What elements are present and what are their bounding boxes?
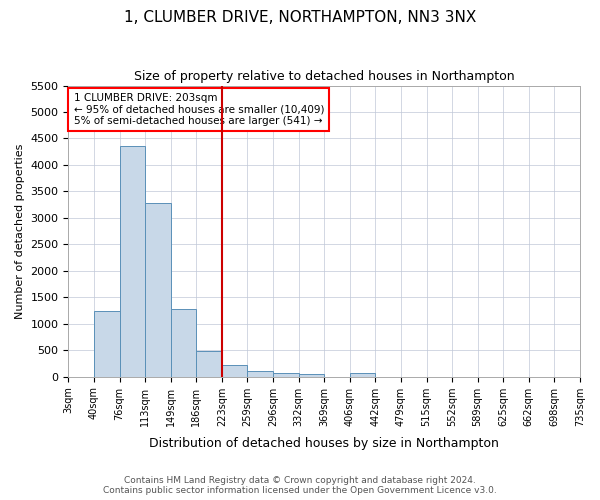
Bar [196, 352, 222, 376]
Bar [350, 373, 376, 376]
Bar [94, 310, 119, 376]
Bar [247, 372, 273, 376]
Bar [222, 365, 247, 376]
Bar [171, 309, 196, 376]
Bar [119, 146, 145, 376]
Text: Contains HM Land Registry data © Crown copyright and database right 2024.
Contai: Contains HM Land Registry data © Crown c… [103, 476, 497, 495]
Text: 1 CLUMBER DRIVE: 203sqm
← 95% of detached houses are smaller (10,409)
5% of semi: 1 CLUMBER DRIVE: 203sqm ← 95% of detache… [74, 93, 324, 126]
X-axis label: Distribution of detached houses by size in Northampton: Distribution of detached houses by size … [149, 437, 499, 450]
Title: Size of property relative to detached houses in Northampton: Size of property relative to detached ho… [134, 70, 515, 83]
Bar [145, 203, 171, 376]
Y-axis label: Number of detached properties: Number of detached properties [15, 144, 25, 319]
Bar [299, 374, 324, 376]
Bar [273, 373, 299, 376]
Text: 1, CLUMBER DRIVE, NORTHAMPTON, NN3 3NX: 1, CLUMBER DRIVE, NORTHAMPTON, NN3 3NX [124, 10, 476, 25]
